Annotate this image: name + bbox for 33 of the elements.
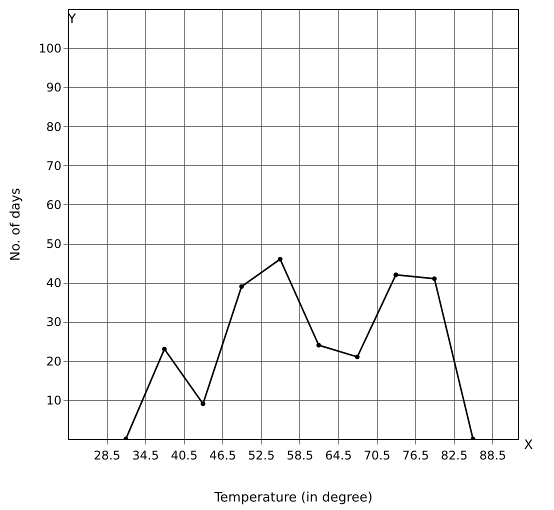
point	[354, 354, 360, 360]
point	[316, 342, 322, 348]
y-tick-label: 10	[46, 393, 62, 408]
point	[239, 284, 244, 289]
y-tick-label: 70	[46, 158, 62, 173]
point	[432, 276, 437, 282]
point	[278, 256, 282, 262]
point	[200, 401, 206, 406]
point	[394, 272, 398, 278]
y-tick-label: 30	[46, 315, 62, 330]
y-tick-label: 100	[38, 42, 62, 56]
x-tick-label: 88.5	[479, 448, 506, 462]
x-tick-label: 52.5	[248, 448, 275, 462]
x-tick-label: 82.5	[440, 448, 468, 462]
x-tick-label: 64.5	[325, 448, 352, 462]
y-axis-title: No. of days	[8, 188, 24, 262]
annotation: Y	[67, 12, 76, 27]
x-axis-title: Temperature (in degree)	[213, 490, 373, 506]
x-tick-label: 46.5	[209, 448, 236, 462]
y-tick-label: 80	[46, 120, 62, 134]
y-tick-label: 40	[46, 276, 62, 290]
y-tick-label: 20	[46, 354, 62, 368]
y-tick-label: 60	[46, 198, 62, 212]
x-tick-label: 40.5	[170, 448, 198, 462]
x-tick-label: 76.5	[402, 448, 429, 462]
x-tick-label: 58.5	[286, 448, 314, 462]
point	[162, 346, 167, 352]
x-tick-label: 28.5	[94, 448, 120, 462]
y-tick-label: 50	[46, 237, 62, 252]
x-tick-label: 34.5	[132, 448, 159, 462]
text: X	[524, 438, 533, 453]
x-tick-label: 70.5	[364, 448, 390, 462]
y-tick-label: 90	[46, 80, 62, 95]
